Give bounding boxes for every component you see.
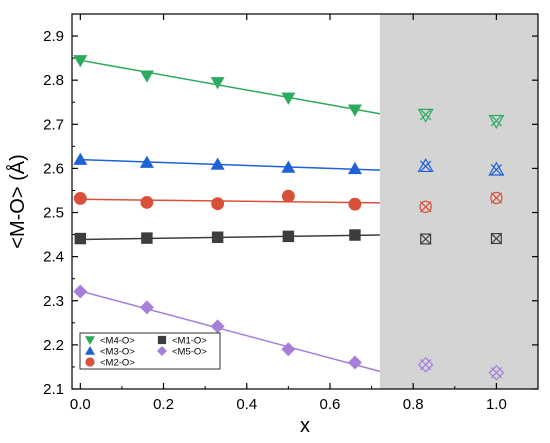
y-tick-label: 2.4 bbox=[43, 249, 64, 266]
crossed-point-s3-2 bbox=[490, 191, 503, 205]
y-tick-label: 2.9 bbox=[43, 28, 64, 45]
x-tick-label: 0.4 bbox=[236, 396, 257, 413]
crossed-point-s2-1 bbox=[417, 157, 434, 173]
legend-label-2: <M3-O> bbox=[100, 347, 135, 358]
x-tick-label: 0.6 bbox=[320, 396, 341, 413]
data-point-s5-5 bbox=[347, 355, 362, 370]
x-tick-label: 0.0 bbox=[70, 396, 91, 413]
data-point-s4-4 bbox=[282, 230, 295, 243]
data-point-s1-4 bbox=[281, 92, 296, 105]
fit-line-4 bbox=[80, 234, 380, 241]
markers-layer bbox=[73, 55, 505, 381]
y-tick-label: 2.1 bbox=[43, 381, 64, 398]
legend-marker-4 bbox=[157, 335, 167, 345]
data-point-s4-2 bbox=[141, 232, 153, 244]
data-point-s4-5 bbox=[349, 229, 361, 241]
legend-box bbox=[79, 332, 221, 370]
fit-line-5 bbox=[80, 290, 381, 373]
crossed-point-s5-1 bbox=[417, 356, 434, 373]
data-point-s1-5 bbox=[347, 104, 362, 117]
crossed-point-s4-2 bbox=[490, 232, 503, 245]
data-point-s2-5 bbox=[347, 161, 362, 175]
plot-frame bbox=[71, 13, 539, 390]
shaded-region bbox=[379, 14, 538, 389]
legend-marker-1 bbox=[85, 336, 95, 345]
legend-label-3: <M2-O> bbox=[100, 358, 135, 369]
data-point-s5-2 bbox=[139, 300, 154, 315]
data-point-s2-1 bbox=[73, 152, 88, 165]
data-point-s3-2 bbox=[140, 195, 154, 209]
y-tick-label: 2.2 bbox=[43, 337, 64, 354]
legend: <M4-O><M3-O><M2-O> <M1-O><M5-O> bbox=[79, 332, 221, 370]
y-tick-label: 2.8 bbox=[43, 72, 64, 89]
data-point-s5-1 bbox=[73, 284, 88, 299]
crossed-point-s4-1 bbox=[419, 233, 432, 245]
shaded-region-layer bbox=[379, 14, 538, 389]
crossed-point-s1-1 bbox=[417, 108, 434, 123]
legend-marker-3 bbox=[85, 357, 95, 367]
data-point-s3-5 bbox=[348, 197, 362, 211]
y-axis-title: <M-O> (Å) bbox=[6, 154, 29, 248]
x-axis-title: x bbox=[300, 415, 310, 437]
data-point-s2-4 bbox=[281, 160, 296, 173]
x-tick-label: 1.0 bbox=[486, 396, 507, 413]
legend-label-5: <M5-O> bbox=[172, 347, 207, 358]
fit-lines-layer bbox=[80, 59, 381, 373]
legend-marker-5 bbox=[157, 346, 167, 356]
data-point-s3-3 bbox=[211, 197, 225, 211]
fit-line-2 bbox=[80, 158, 380, 171]
crossed-point-s2-2 bbox=[488, 161, 505, 176]
crossed-point-s1-2 bbox=[488, 114, 505, 129]
y-tick-label: 2.3 bbox=[43, 293, 64, 310]
data-point-s5-4 bbox=[281, 342, 296, 357]
legend-marker-2 bbox=[85, 346, 95, 355]
x-tick-label: 0.2 bbox=[153, 396, 174, 413]
data-point-s5-3 bbox=[210, 319, 225, 334]
data-point-s1-1 bbox=[73, 55, 88, 68]
y-tick-label: 2.6 bbox=[43, 160, 64, 177]
y-tick-label: 2.5 bbox=[43, 205, 64, 222]
data-point-s4-3 bbox=[211, 231, 224, 243]
data-point-s1-2 bbox=[139, 70, 154, 83]
data-point-s3-4 bbox=[281, 189, 295, 203]
fit-line-3 bbox=[80, 198, 380, 204]
y-tick-label: 2.7 bbox=[43, 116, 64, 133]
crossed-point-s3-1 bbox=[419, 200, 432, 213]
x-tick-label: 0.8 bbox=[403, 396, 424, 413]
data-point-s4-1 bbox=[74, 232, 87, 245]
data-point-s2-2 bbox=[139, 155, 154, 168]
legend-label-4: <M1-O> bbox=[172, 336, 207, 347]
legend-label-1: <M4-O> bbox=[100, 336, 135, 347]
data-point-s1-3 bbox=[210, 77, 225, 90]
fit-line-1 bbox=[80, 59, 381, 115]
data-point-s3-1 bbox=[73, 191, 87, 205]
axes-layer: 0.0 0.2 0.4 0.6 0.8 1.0 2.1 2.2 2.3 2.4 2.5 2.6 2.7 2… bbox=[43, 13, 539, 413]
crossed-point-s5-2 bbox=[488, 364, 505, 381]
data-point-s2-3 bbox=[210, 157, 225, 170]
